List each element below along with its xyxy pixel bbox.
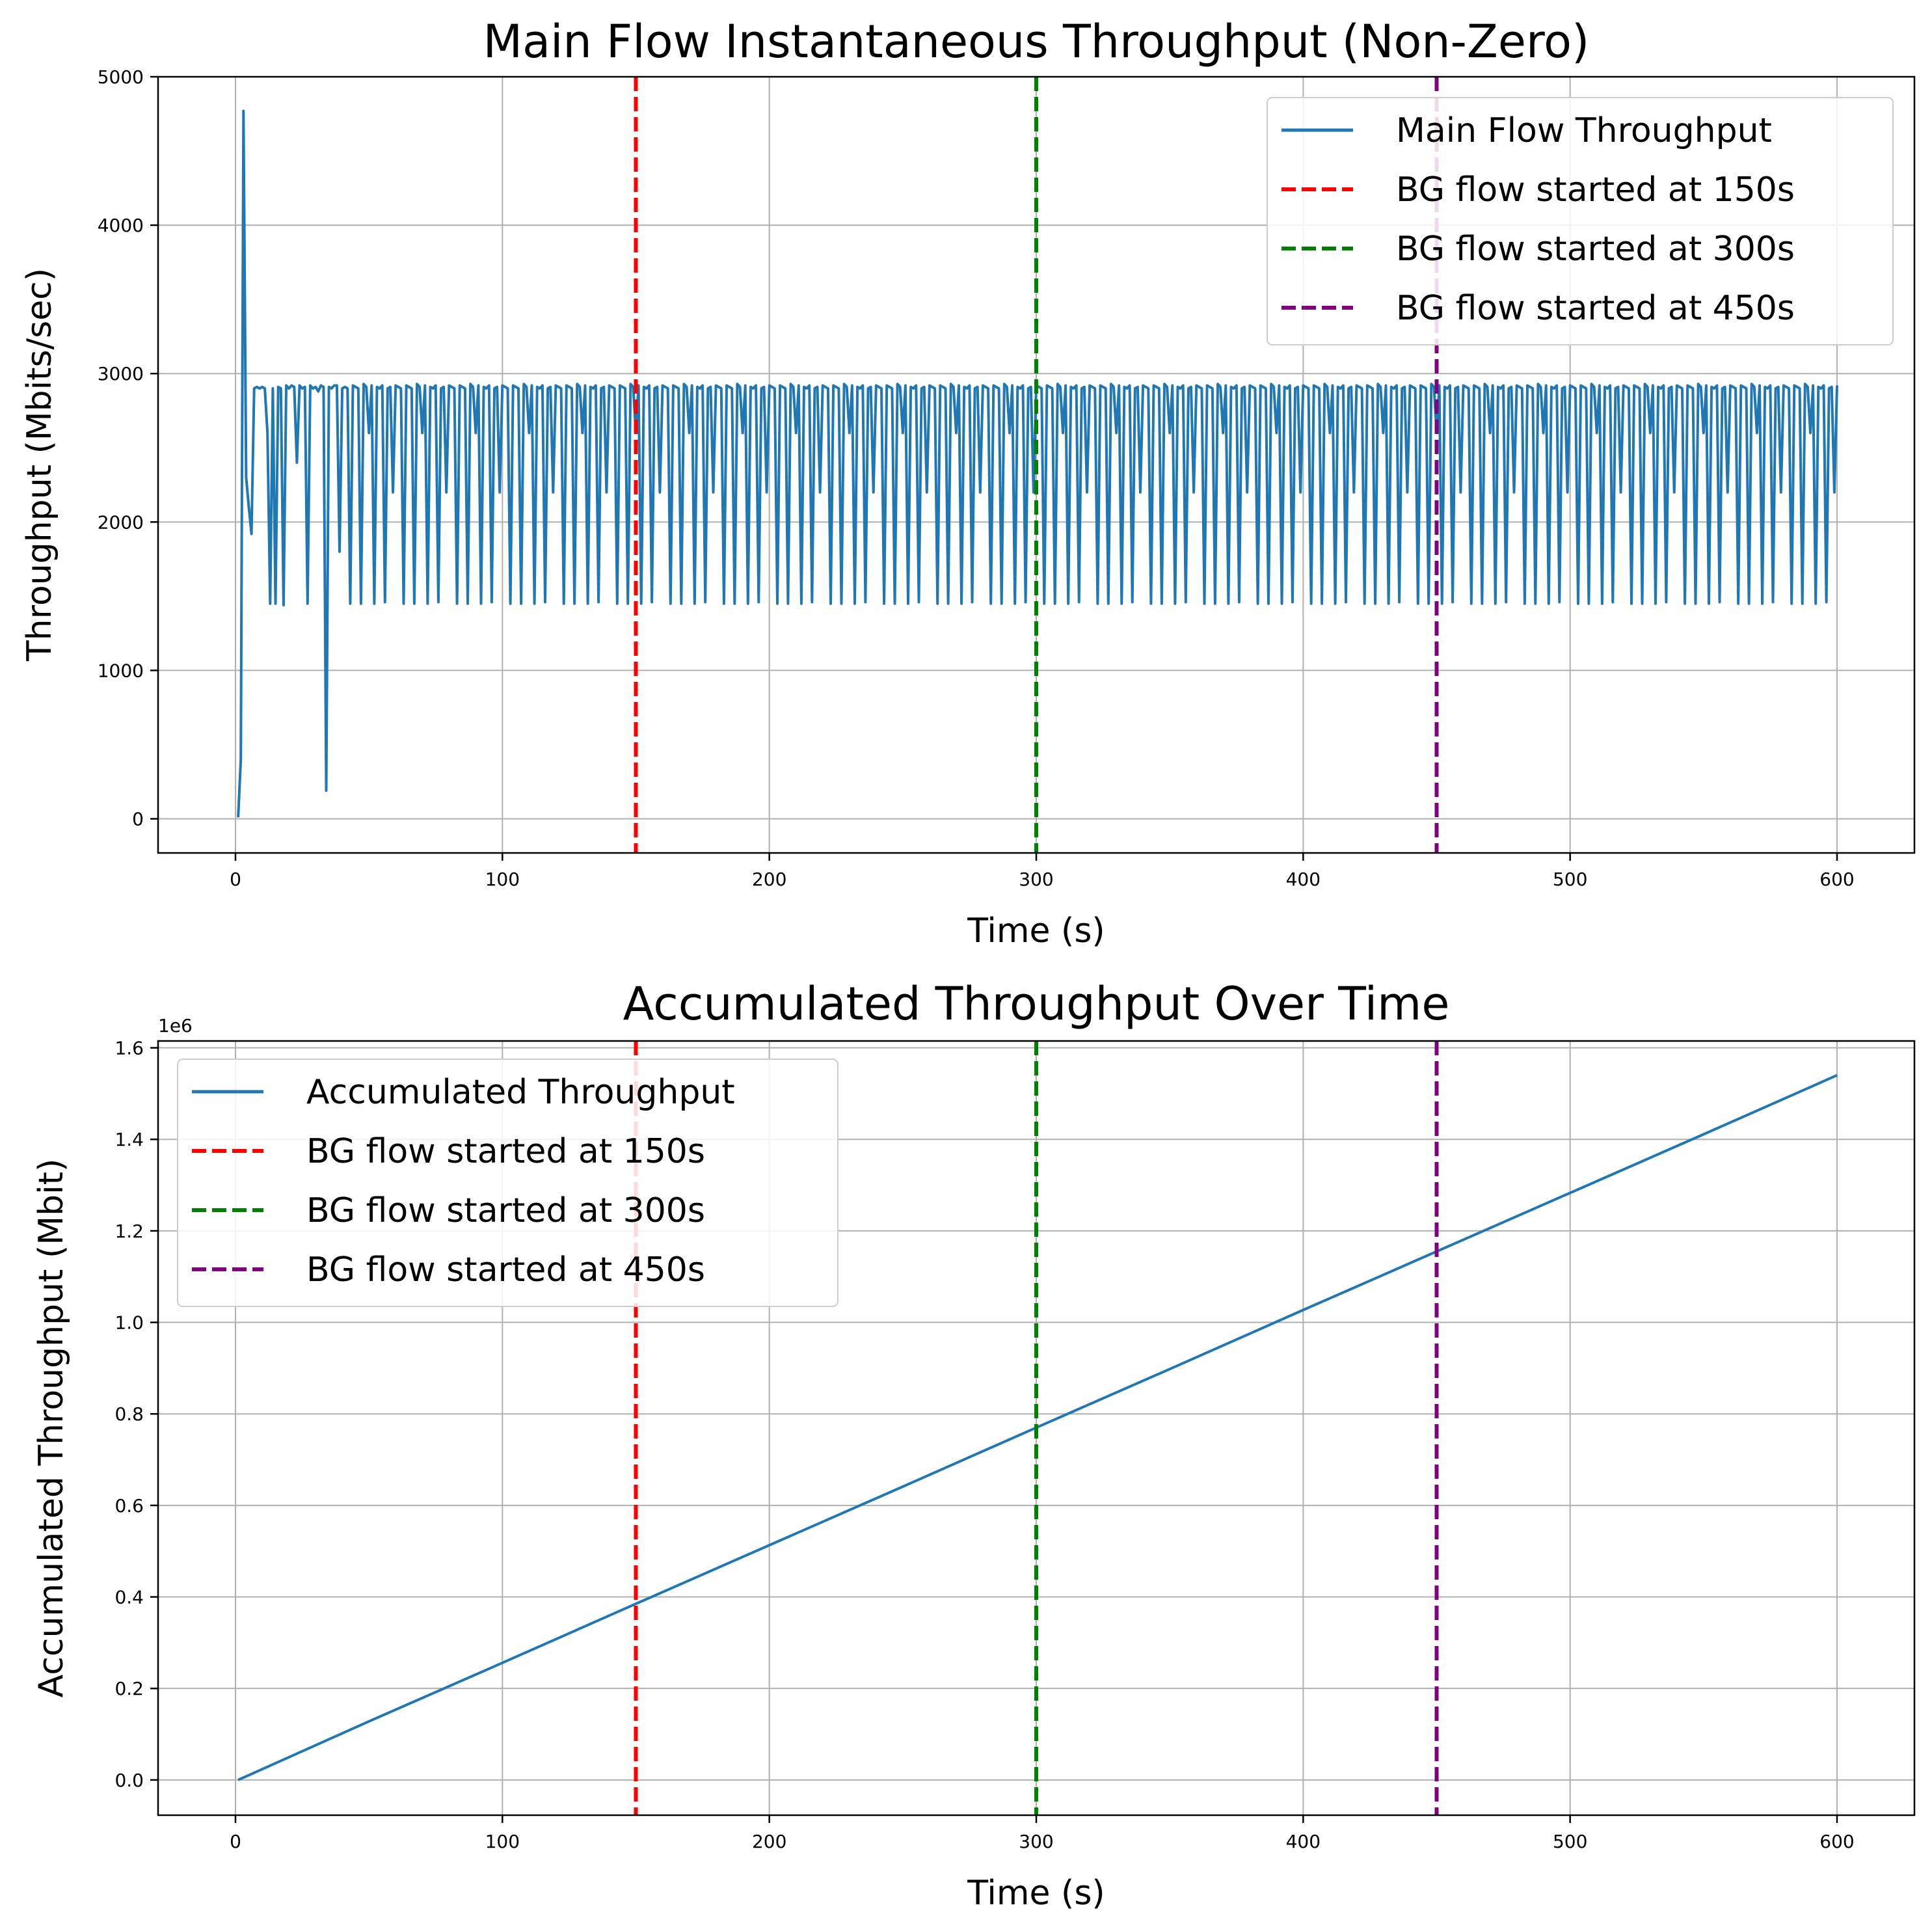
accumulated-chart-panel: Accumulated Throughput Over Time Time (s… — [32, 977, 1916, 1913]
legend-box — [177, 1059, 839, 1307]
chart-title: Main Flow Instantaneous Throughput (Non-… — [483, 15, 1590, 68]
legend-label: BG flow started at 450s — [1396, 289, 1795, 328]
y-tick-label: 1.0 — [114, 1312, 144, 1334]
x-tick-label: 400 — [1286, 869, 1321, 890]
y-tick-label: 1.6 — [114, 1038, 144, 1059]
y-tick-label: 2000 — [98, 511, 144, 533]
legend-label: BG flow started at 300s — [1396, 230, 1795, 269]
y-tick-label: 1.2 — [114, 1221, 144, 1242]
y-tick-label: 1.4 — [114, 1129, 144, 1150]
x-tick-label: 300 — [1019, 869, 1053, 890]
chart-title: Accumulated Throughput Over Time — [623, 977, 1450, 1031]
legend-label: BG flow started at 150s — [306, 1132, 705, 1171]
throughput-chart-panel: Main Flow Instantaneous Throughput (Non-… — [20, 15, 1916, 951]
y-offset-text: 1e6 — [158, 1015, 193, 1036]
y-axis-label: Accumulated Throughput (Mbit) — [32, 1159, 71, 1698]
legend-box — [1267, 97, 1894, 345]
legend-label: Main Flow Throughput — [1396, 111, 1772, 150]
y-tick-label: 0.6 — [114, 1495, 144, 1517]
x-tick-label: 100 — [485, 1831, 520, 1852]
y-tick-label: 3000 — [98, 363, 144, 385]
x-tick-label: 0 — [230, 869, 241, 890]
y-tick-label: 0.4 — [114, 1587, 144, 1608]
x-tick-label: 600 — [1819, 869, 1854, 890]
x-tick-label: 200 — [752, 869, 786, 890]
x-tick-label: 400 — [1286, 1831, 1321, 1852]
y-tick-label: 1000 — [98, 660, 144, 681]
legend: Accumulated Throughput BG flow started at… — [177, 1059, 839, 1307]
x-tick-label: 100 — [485, 869, 520, 890]
y-axis-label: Throughput (Mbits/sec) — [20, 268, 59, 662]
x-tick-label: 500 — [1553, 1831, 1587, 1852]
legend-label: BG flow started at 300s — [306, 1191, 705, 1230]
x-axis-label: Time (s) — [967, 911, 1105, 951]
y-tick-label: 0.8 — [114, 1403, 144, 1425]
x-tick-label: 500 — [1553, 869, 1587, 890]
x-tick-label: 0 — [230, 1831, 241, 1852]
x-tick-label: 200 — [752, 1831, 786, 1852]
x-tick-label: 300 — [1019, 1831, 1053, 1852]
legend-label: Accumulated Throughput — [306, 1073, 735, 1112]
x-axis-label: Time (s) — [967, 1874, 1105, 1913]
y-tick-label: 0.0 — [114, 1770, 144, 1791]
y-tick-label: 5000 — [98, 66, 144, 88]
legend-label: BG flow started at 150s — [1396, 170, 1795, 209]
legend: Main Flow Throughput BG flow started at 1… — [1267, 97, 1894, 345]
legend-label: BG flow started at 450s — [306, 1250, 705, 1290]
y-tick-label: 0 — [132, 809, 144, 830]
y-tick-label: 0.2 — [114, 1678, 144, 1699]
x-tick-label: 600 — [1819, 1831, 1854, 1852]
y-tick-label: 4000 — [98, 215, 144, 236]
